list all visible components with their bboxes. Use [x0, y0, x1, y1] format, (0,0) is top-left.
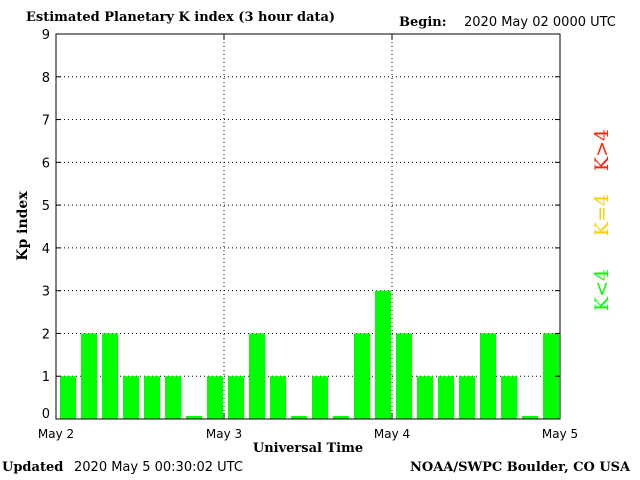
kp-bar	[522, 416, 538, 419]
y-tick-label: 0	[42, 407, 50, 422]
kp-bar	[501, 376, 517, 419]
kp-bar	[333, 416, 349, 419]
kp-bar	[186, 416, 202, 419]
kp-bar	[396, 333, 412, 419]
legend-label: K>4	[591, 129, 613, 171]
kp-bar	[60, 376, 76, 419]
kp-bar	[165, 376, 181, 419]
y-tick-label: 7	[42, 114, 50, 129]
plot-frame	[55, 33, 561, 420]
kp-bar	[291, 416, 307, 419]
kp-bar	[417, 376, 433, 419]
begin-label: Begin:	[399, 15, 447, 30]
kp-bar	[459, 376, 475, 419]
kp-bar	[354, 333, 370, 419]
kp-bar	[81, 333, 97, 419]
legend-label: K=4	[591, 194, 613, 236]
kp-bar	[375, 290, 391, 419]
kp-bar	[480, 333, 496, 419]
kp-bar	[270, 376, 286, 419]
kp-bar	[144, 376, 160, 419]
legend-label: K<4	[591, 269, 613, 311]
begin-value: 2020 May 02 0000 UTC	[464, 15, 616, 30]
kp-bar	[102, 333, 118, 419]
y-tick-label: 2	[42, 327, 50, 342]
x-tick-label: May 5	[542, 427, 578, 441]
updated-value: 2020 May 5 00:30:02 UTC	[74, 460, 243, 475]
kp-bar	[249, 333, 265, 419]
y-tick-label: 1	[42, 370, 50, 385]
y-tick-label: 9	[42, 28, 50, 43]
kp-bar	[312, 376, 328, 419]
kp-bar	[123, 376, 139, 419]
x-axis-label: Universal Time	[253, 441, 363, 456]
y-tick-label: 4	[42, 242, 50, 257]
x-tick-label: May 2	[38, 427, 74, 441]
y-tick-label: 3	[42, 285, 50, 300]
y-tick-label: 8	[42, 71, 50, 86]
kp-bar	[543, 333, 559, 419]
chart-title: Estimated Planetary K index (3 hour data…	[26, 10, 336, 25]
y-axis-label: Kp index	[15, 191, 31, 261]
updated-label: Updated	[2, 460, 64, 475]
x-tick-label: May 4	[374, 427, 410, 441]
credit-text: NOAA/SWPC Boulder, CO USA	[410, 460, 631, 475]
y-tick-label: 5	[42, 199, 50, 214]
kp-bar	[438, 376, 454, 419]
x-tick-label: May 3	[206, 427, 242, 441]
kp-bar	[207, 376, 223, 419]
y-tick-label: 6	[42, 156, 50, 171]
kp-bar	[228, 376, 244, 419]
